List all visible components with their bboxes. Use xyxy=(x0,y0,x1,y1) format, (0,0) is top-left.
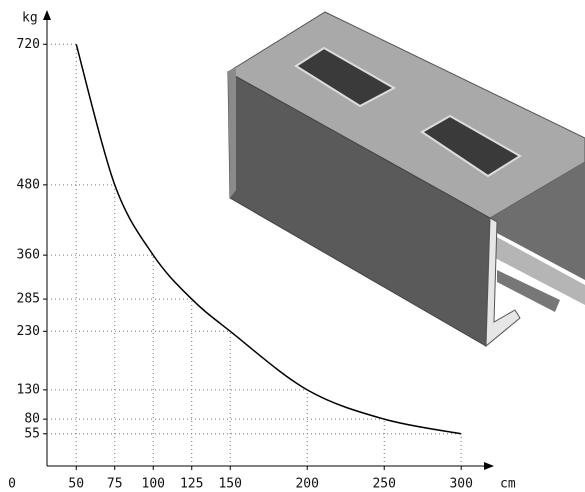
y-tick-label: 80 xyxy=(24,412,40,427)
x-tick-label: 50 xyxy=(68,477,84,492)
x-axis-label: cm xyxy=(500,477,516,492)
origin-label: 0 xyxy=(8,477,16,492)
x-tick-label: 100 xyxy=(142,477,165,492)
y-axis-arrow xyxy=(43,10,51,20)
x-tick-label: 300 xyxy=(449,477,472,492)
x-tick-label: 200 xyxy=(295,477,318,492)
y-tick-label: 130 xyxy=(17,382,40,397)
x-tick-label: 250 xyxy=(372,477,395,492)
x-tick-label: 75 xyxy=(107,477,123,492)
y-tick-label: 480 xyxy=(17,177,40,192)
x-tick-label: 150 xyxy=(218,477,241,492)
y-tick-label: 360 xyxy=(17,248,40,263)
load-curve xyxy=(75,44,462,435)
y-tick-label: 720 xyxy=(17,37,40,52)
channel-illustration xyxy=(227,11,585,348)
y-tick-label: 230 xyxy=(17,324,40,339)
y-tick-label: 285 xyxy=(17,292,40,307)
x-tick-label: 125 xyxy=(180,477,203,492)
y-axis-label: kg xyxy=(22,11,38,26)
x-axis-arrow xyxy=(484,462,494,470)
y-tick-label: 55 xyxy=(24,426,40,441)
